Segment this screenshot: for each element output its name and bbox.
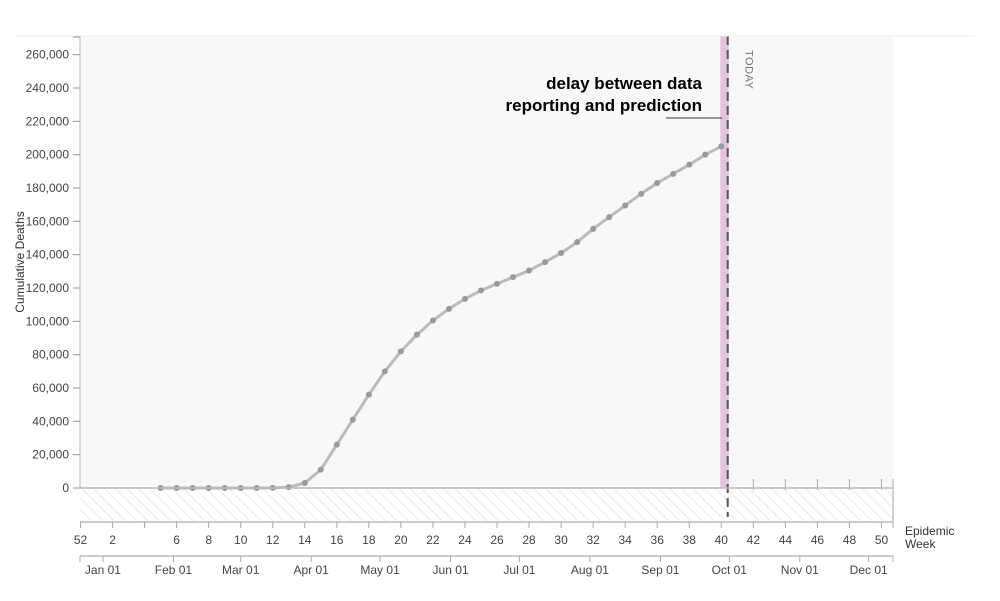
month-tick-label: Mar 01 [222, 563, 260, 577]
week-tick-label: 20 [394, 533, 408, 547]
y-tick-label: 100,000 [26, 314, 70, 328]
y-tick-label: 60,000 [32, 381, 69, 395]
month-tick-label: Sep 01 [641, 563, 679, 577]
data-point [526, 267, 533, 274]
y-tick-label: 20,000 [32, 448, 69, 462]
month-tick-label: May 01 [360, 563, 400, 577]
week-tick-label: 24 [458, 533, 472, 547]
data-point [622, 202, 629, 209]
plot-area [80, 36, 893, 488]
week-tick-label: 18 [362, 533, 376, 547]
week-tick-label: 10 [234, 533, 248, 547]
week-tick-label: 30 [554, 533, 568, 547]
week-tick-label: 12 [266, 533, 280, 547]
week-tick-label: 50 [875, 533, 889, 547]
y-tick-label: 240,000 [26, 81, 70, 95]
data-point [365, 391, 372, 398]
data-point [686, 161, 693, 168]
week-tick-label: 28 [522, 533, 536, 547]
delay-band [720, 36, 729, 488]
x-axis-title-line-2: Week [905, 537, 936, 551]
y-tick-label: 120,000 [26, 281, 70, 295]
data-point [702, 151, 709, 158]
week-tick-label: 6 [173, 533, 180, 547]
data-point [558, 250, 565, 256]
month-tick-label: Oct 01 [712, 563, 748, 577]
data-point [429, 317, 436, 324]
data-point [445, 305, 452, 312]
data-point [397, 348, 404, 355]
data-point [542, 259, 549, 266]
y-tick-label: 40,000 [32, 414, 69, 428]
data-point [590, 225, 597, 232]
annotation-line-2: reporting and prediction [506, 96, 702, 115]
month-tick-label: Jan 01 [85, 563, 121, 577]
data-point [606, 214, 613, 221]
month-tick-label: Apr 01 [294, 563, 330, 577]
week-tick-label: 44 [779, 533, 793, 547]
week-tick-label: 14 [298, 533, 312, 547]
week-tick-label: 34 [619, 533, 633, 547]
data-point [413, 331, 420, 338]
month-tick-label: Jun 01 [433, 563, 469, 577]
data-point [349, 416, 356, 423]
x-axis-title-line-1: Epidemic [905, 524, 954, 538]
week-tick-label: 46 [811, 533, 825, 547]
y-tick-label: 160,000 [26, 214, 70, 228]
week-tick-label: 38 [683, 533, 697, 547]
data-point [301, 480, 308, 486]
week-tick-label: 2 [109, 533, 116, 547]
data-point [574, 239, 581, 246]
y-tick-label: 220,000 [26, 114, 70, 128]
month-tick-label: Nov 01 [781, 563, 819, 577]
y-tick-label: 180,000 [26, 181, 70, 195]
data-point [510, 274, 517, 281]
data-point [333, 441, 340, 448]
week-tick-label: 40 [715, 533, 729, 547]
data-point [381, 368, 388, 375]
x-axis-epidemic-week: 52 2 6 8 10 12 14 16 18 20 22 24 26 28 30 32 34 36 38 40 42 4… [74, 479, 894, 547]
y-tick-label: 0 [62, 481, 69, 495]
annotation-line-1: delay between data [546, 74, 702, 93]
month-tick-label: Jul 01 [503, 563, 535, 577]
y-tick-label: 200,000 [26, 148, 70, 162]
y-axis: 0 20,000 40,000 60,000 80,000 100,000 120,000 1… [26, 36, 81, 495]
x-axis-month: Jan 01 Feb 01 Mar 01 Apr 01 May 01 Jun 01 Jul … [79, 555, 894, 577]
data-point [461, 295, 468, 302]
week-tick-label: 8 [205, 533, 212, 547]
y-tick-label: 80,000 [32, 348, 69, 362]
today-label: TODAY [743, 50, 755, 90]
week-tick-label: 48 [843, 533, 857, 547]
data-point [670, 170, 677, 177]
data-point [718, 143, 725, 150]
week-tick-label: 36 [651, 533, 665, 547]
y-tick-label: 140,000 [26, 248, 70, 262]
y-tick-label: 260,000 [26, 48, 70, 62]
y-axis-title: Cumulative Deaths [13, 211, 27, 312]
month-tick-label: Aug 01 [571, 563, 609, 577]
data-point [285, 484, 292, 491]
month-tick-label: Feb 01 [155, 563, 193, 577]
week-tick-label: 32 [586, 533, 600, 547]
data-point [494, 280, 501, 287]
week-tick-label: 26 [490, 533, 504, 547]
week-tick-label: 16 [330, 533, 344, 547]
data-point [317, 466, 324, 473]
month-tick-label: Dec 01 [850, 563, 888, 577]
data-point [654, 180, 661, 186]
data-point [478, 287, 484, 294]
week-tick-label: 42 [747, 533, 761, 547]
week-tick-label: 52 [74, 533, 88, 547]
week-tick-label: 22 [426, 533, 440, 547]
hatched-negative-area [80, 488, 893, 521]
data-point [638, 190, 645, 197]
